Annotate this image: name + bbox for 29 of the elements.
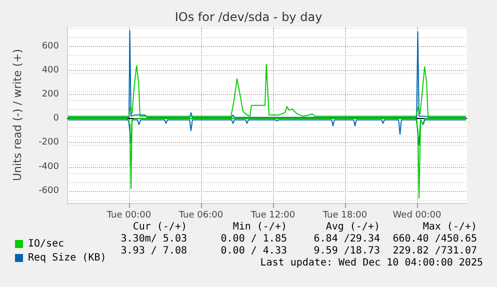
text: 229.82 /731.07 [392,246,477,256]
y-tick-label: -400 [38,162,60,172]
text: 9.59 /18.73 [314,246,380,256]
text: 3.93 / 7.08 [120,246,187,256]
text: 0.00 / 1.85 [220,234,287,244]
x-tick-label: Tue 06:00 [178,210,224,220]
text: 6.84 /29.34 [314,234,380,244]
x-tick-label: Tue 18:00 [322,210,368,220]
text: 0.00 / 4.33 [220,246,287,256]
y-tick-label: 0 [53,114,60,124]
text: 3.30m/ 5.03 [120,234,187,244]
x-tick-label: Wed 00:00 [392,210,442,220]
legend-label: Req Size (KB) [28,252,106,264]
text: Cur (-/+) [132,222,187,232]
text: Last update: Wed Dec 10 04:00:00 2025 [260,258,483,268]
y-tick-label: -200 [38,138,60,148]
y-axis-title: Units read (-) / write (+) [11,48,24,182]
text: Avg (-/+) [326,222,380,232]
text: Max (-/+) [422,222,477,232]
text: 660.40 /450.65 [392,234,477,244]
y-tick-label: -600 [38,186,60,196]
x-tick-label: Tue 00:00 [106,210,152,220]
legend-label: IO/sec [28,238,64,250]
y-tick-label: 600 [42,41,60,52]
x-tick-label: Tue 12:00 [250,210,296,220]
chart-title: IOs for /dev/sda - by day [174,10,322,24]
y-tick-label: 400 [42,65,60,76]
y-tick-label: 200 [42,90,60,100]
text: Min (-/+) [232,222,287,232]
